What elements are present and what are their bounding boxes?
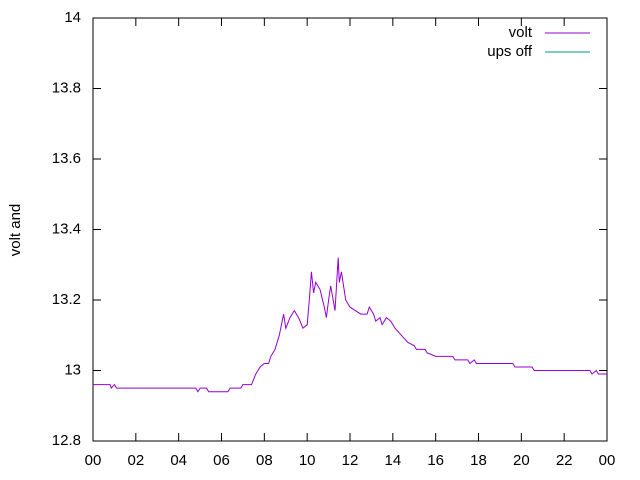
x-tick-label: 00 (85, 452, 102, 469)
x-tick-label: 02 (127, 452, 144, 469)
y-tick-label: 13.8 (52, 79, 81, 96)
y-axis-label: volt and (7, 204, 24, 257)
plot-border (92, 17, 608, 442)
x-tick-label: 16 (427, 452, 444, 469)
x-tick-label: 12 (342, 452, 359, 469)
y-tick-label: 13.6 (52, 150, 81, 167)
y-tick-label: 13 (64, 361, 81, 378)
y-tick-label: 13.4 (52, 220, 81, 237)
legend-label: volt (509, 24, 533, 41)
x-tick-label: 00 (599, 452, 616, 469)
data-line (93, 257, 607, 393)
x-tick-label: 06 (213, 452, 230, 469)
y-tick-label: 14 (64, 9, 81, 26)
legend-label: ups off (487, 43, 533, 60)
y-tick-label: 13.2 (52, 291, 81, 308)
x-tick-label: 14 (384, 452, 401, 469)
y-tick-label: 12.8 (52, 432, 81, 449)
x-tick-label: 22 (556, 452, 573, 469)
x-tick-label: 10 (299, 452, 316, 469)
x-tick-label: 20 (513, 452, 530, 469)
x-tick-label: 08 (256, 452, 273, 469)
x-tick-label: 04 (170, 452, 187, 469)
x-tick-label: 18 (470, 452, 487, 469)
